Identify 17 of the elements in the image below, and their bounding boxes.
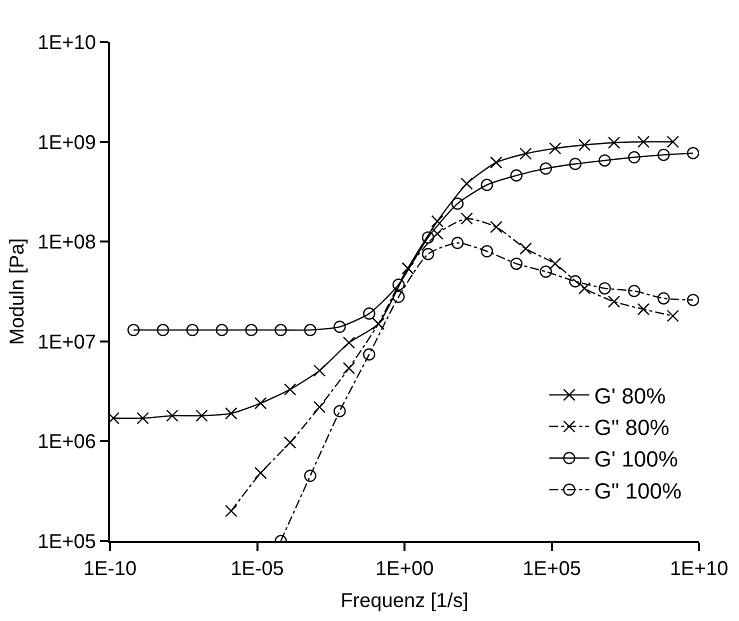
y-tick-label: 1E+09 (38, 132, 96, 154)
legend-label: G' 80% (594, 383, 666, 408)
legend-label: G" 80% (594, 415, 670, 440)
y-tick-label: 1E+07 (38, 331, 96, 354)
x-tick-label: 1E+00 (375, 558, 434, 580)
y-tick-label: 1E+06 (38, 431, 96, 454)
legend-label: G" 100% (594, 478, 682, 504)
x-tick-label: 1E-05 (230, 558, 284, 580)
x-axis-title: Frequenz [1/s] (340, 590, 468, 612)
y-axis-title: Moduln [Pa] (6, 238, 29, 345)
y-tick-label: 1E+10 (38, 32, 96, 54)
x-tick-label: 1E-10 (83, 558, 137, 580)
y-tick-label: 1E+05 (38, 531, 96, 553)
x-tick-label: 1E+10 (670, 558, 728, 580)
legend-label: G' 100% (594, 446, 678, 472)
x-tick-label: 1E+05 (522, 558, 581, 580)
y-tick-label: 1E+08 (38, 232, 96, 254)
